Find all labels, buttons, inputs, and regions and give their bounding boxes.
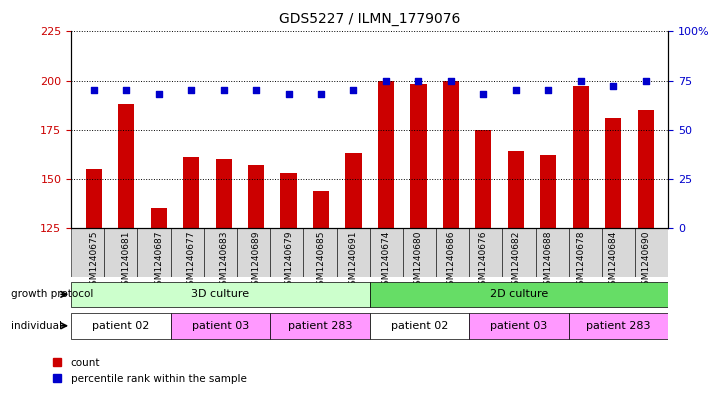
Bar (313, 191, 329, 228)
FancyBboxPatch shape (569, 313, 668, 338)
Bar (540, 155, 556, 228)
FancyBboxPatch shape (204, 228, 237, 277)
Bar (378, 81, 394, 228)
FancyBboxPatch shape (270, 228, 304, 277)
Text: 3D culture: 3D culture (191, 289, 250, 299)
Text: GDS5227 / ILMN_1779076: GDS5227 / ILMN_1779076 (279, 12, 461, 26)
FancyBboxPatch shape (403, 228, 436, 277)
Point (88, 87, 100, 94)
Point (250, 87, 262, 94)
FancyBboxPatch shape (71, 313, 171, 338)
FancyBboxPatch shape (237, 228, 270, 277)
Point (348, 87, 359, 94)
Point (218, 87, 230, 94)
FancyBboxPatch shape (436, 228, 469, 277)
Legend: count, percentile rank within the sample: count, percentile rank within the sample (48, 354, 251, 388)
Bar (508, 151, 524, 228)
FancyBboxPatch shape (370, 282, 668, 307)
FancyBboxPatch shape (535, 228, 569, 277)
Text: patient 283: patient 283 (587, 321, 651, 331)
Bar (346, 153, 362, 228)
Bar (215, 159, 232, 228)
FancyBboxPatch shape (71, 228, 105, 277)
FancyBboxPatch shape (469, 228, 503, 277)
Text: 2D culture: 2D culture (490, 289, 548, 299)
FancyBboxPatch shape (171, 313, 270, 338)
FancyBboxPatch shape (602, 228, 635, 277)
FancyBboxPatch shape (105, 228, 137, 277)
Bar (86, 169, 102, 228)
Text: patient 02: patient 02 (92, 321, 149, 331)
Text: growth protocol: growth protocol (11, 289, 93, 299)
Bar (475, 130, 491, 228)
Bar (151, 208, 167, 228)
Text: patient 03: patient 03 (192, 321, 249, 331)
Point (153, 91, 164, 97)
Bar (638, 110, 653, 228)
Bar (410, 84, 427, 228)
Point (121, 87, 132, 94)
Bar (248, 165, 264, 228)
Point (478, 91, 489, 97)
Text: patient 283: patient 283 (288, 321, 352, 331)
Text: patient 03: patient 03 (491, 321, 547, 331)
Point (412, 77, 424, 84)
Point (510, 87, 521, 94)
Point (316, 91, 327, 97)
Bar (572, 86, 589, 228)
Point (607, 83, 619, 90)
Text: patient 02: patient 02 (391, 321, 448, 331)
Point (186, 87, 197, 94)
Text: individual: individual (11, 321, 62, 331)
Point (575, 77, 587, 84)
Bar (118, 104, 134, 228)
Point (542, 87, 554, 94)
Point (283, 91, 294, 97)
Point (640, 77, 651, 84)
FancyBboxPatch shape (469, 313, 569, 338)
FancyBboxPatch shape (270, 313, 370, 338)
Bar (605, 118, 621, 228)
FancyBboxPatch shape (569, 228, 602, 277)
Point (380, 77, 392, 84)
FancyBboxPatch shape (370, 228, 403, 277)
Bar (280, 173, 296, 228)
FancyBboxPatch shape (635, 228, 668, 277)
Point (445, 77, 456, 84)
FancyBboxPatch shape (304, 228, 336, 277)
FancyBboxPatch shape (336, 228, 370, 277)
Bar (183, 157, 199, 228)
Bar (443, 81, 459, 228)
FancyBboxPatch shape (71, 282, 370, 307)
FancyBboxPatch shape (137, 228, 171, 277)
FancyBboxPatch shape (171, 228, 204, 277)
FancyBboxPatch shape (370, 313, 469, 338)
FancyBboxPatch shape (503, 228, 535, 277)
